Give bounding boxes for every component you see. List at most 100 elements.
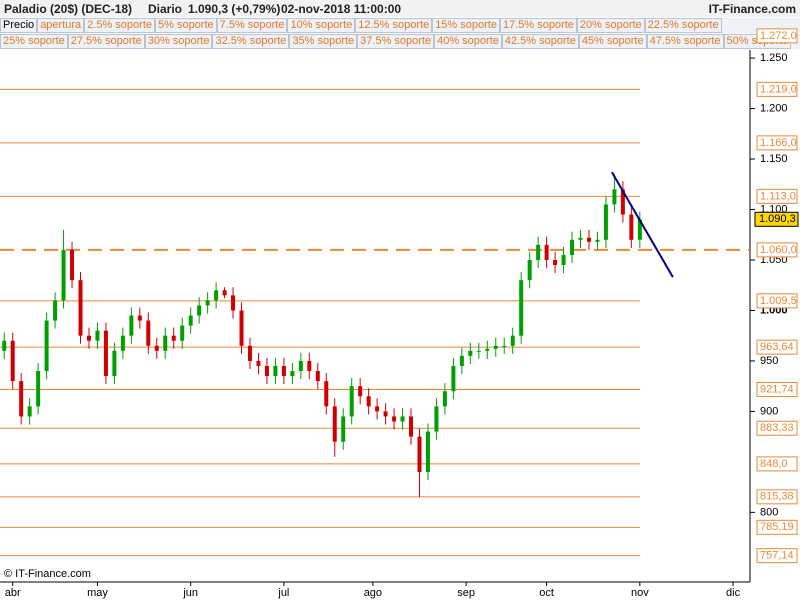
candle-body	[451, 365, 456, 392]
toolbar-button[interactable]: 30% soporte	[144, 34, 213, 49]
toolbar-button[interactable]: 20% soporte	[576, 18, 645, 33]
toolbar-button[interactable]: 37.5% soporte	[357, 34, 435, 49]
candle-body	[629, 214, 634, 240]
level-label-box	[756, 242, 798, 258]
candle-body	[561, 254, 566, 266]
level-label: 1.060,0	[760, 244, 797, 256]
candle-body	[417, 436, 422, 472]
toolbar-button[interactable]: 47.5% soporte	[646, 34, 724, 49]
datetime: 02-nov-2018 11:00:00	[281, 2, 402, 16]
x-tick-label: nov	[631, 587, 649, 599]
candle-body	[603, 204, 608, 240]
candle-body	[197, 305, 202, 316]
candle-body	[264, 365, 269, 377]
level-label: 1.219,0	[760, 83, 797, 95]
toolbar-button[interactable]: 45% soporte	[578, 34, 647, 49]
level-label-box	[756, 188, 798, 204]
x-tick-label: jun	[182, 587, 198, 599]
y-tick-label: 1.250	[760, 52, 788, 64]
candle-body	[409, 416, 414, 437]
candle-body	[434, 406, 439, 432]
trend-line	[610, 171, 674, 278]
toolbar-button[interactable]: 17.5% soporte	[499, 18, 577, 33]
toolbar-button[interactable]: 42.5% soporte	[501, 34, 579, 49]
toolbar-button[interactable]: 15% soporte	[432, 18, 500, 33]
toolbar-button[interactable]: 10% soporte	[287, 18, 356, 33]
footer: © IT-Finance.com	[4, 568, 91, 580]
toolbar-button[interactable]: 40% soporte	[434, 34, 502, 49]
candle-body	[103, 330, 108, 377]
candle-body	[273, 365, 278, 377]
candle-body	[2, 340, 7, 351]
candle-body	[222, 290, 227, 296]
toolbar-button[interactable]: 22.5% soporte	[644, 18, 722, 33]
toolbar-button[interactable]: apertura	[37, 18, 85, 33]
candle-body	[595, 239, 600, 242]
candle-body	[349, 386, 354, 417]
candle-body	[307, 360, 312, 372]
level-label: 883,33	[760, 422, 794, 434]
toolbar-button[interactable]: 5% soporte	[155, 18, 217, 33]
candle-body	[112, 350, 117, 377]
candle-body	[553, 259, 558, 266]
level-label: 815,38	[760, 491, 794, 503]
candle-body	[536, 244, 541, 260]
candle-body	[53, 300, 58, 321]
y-tick-label: 900	[760, 405, 778, 417]
candle-body	[637, 219, 642, 240]
toolbar-button[interactable]: 7.5% soporte	[216, 18, 288, 33]
candle-body	[154, 345, 159, 351]
candle-body	[78, 280, 83, 336]
toolbar: 25% soporte 27.5% soporte 30% soporte 32.5%…	[0, 34, 800, 49]
candle-body	[188, 315, 193, 326]
candle-body	[10, 340, 15, 382]
toolbar-button[interactable]: 2.5% soporte	[84, 18, 155, 33]
candle-body	[519, 280, 524, 336]
candle-body	[137, 315, 142, 321]
candle-body	[70, 249, 75, 281]
level-label-box	[756, 489, 798, 505]
x-tick-label: ago	[364, 587, 382, 599]
level-label-box	[756, 135, 798, 151]
x-tick-label: jul	[277, 587, 289, 599]
toolbar-button[interactable]: Precio	[0, 18, 38, 33]
candle-body	[400, 416, 405, 422]
level-label: 1.113,0	[760, 190, 796, 202]
candle-body	[163, 335, 168, 351]
candle-body	[44, 320, 49, 372]
candle-body	[95, 330, 100, 341]
price-label: 1.090,3	[759, 213, 796, 225]
candle-body	[459, 355, 464, 366]
candle-body	[27, 406, 32, 417]
level-label: 921,74	[760, 383, 794, 395]
price: 1.090,3 (+0,79%)	[188, 2, 281, 16]
y-tick-label: 950	[760, 355, 778, 367]
x-tick-label: may	[87, 587, 108, 599]
y-tick-label: 800	[760, 506, 778, 518]
candle-body	[383, 411, 388, 417]
candle-body	[248, 345, 252, 361]
toolbar-button[interactable]: 12.5% soporte	[355, 18, 433, 33]
toolbar-button[interactable]: 25% soporte	[0, 34, 68, 49]
toolbar: Precio apertura 2.5% soporte 5% soporte 7.5%…	[0, 18, 800, 33]
price-box	[754, 211, 799, 227]
candle-body	[180, 325, 185, 341]
level-label: 1.009,5	[760, 295, 797, 307]
candle-body	[281, 365, 286, 377]
x-tick-label: sep	[457, 587, 475, 599]
level-label-box	[756, 456, 798, 472]
candle-body	[527, 259, 532, 281]
candle-body	[425, 431, 430, 472]
brand: IT-Finance.com	[708, 2, 796, 16]
header: Paladio (20$) (DEC-18) Diario 1.090,3 (+…	[0, 0, 800, 17]
toolbar-button[interactable]: 27.5% soporte	[67, 34, 145, 49]
candle-body	[239, 310, 244, 346]
level-label: 757,14	[760, 550, 794, 562]
toolbar-button[interactable]: 35% soporte	[289, 34, 358, 49]
candle-body	[36, 371, 41, 407]
toolbar-button[interactable]: 32.5% soporte	[212, 34, 290, 49]
level-label: 1.272,0	[760, 30, 797, 42]
candle-body	[442, 391, 447, 407]
